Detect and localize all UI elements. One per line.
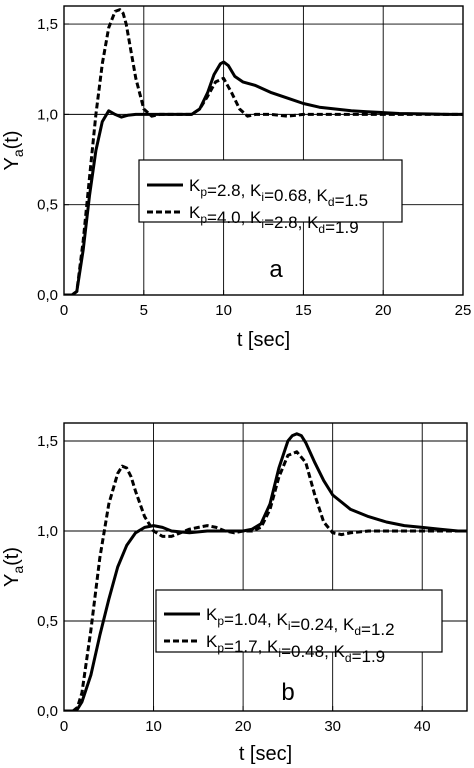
legend: Kp=1.04, Ki=0.24, Kd=1.2Kp=1.7, Ki=0.48,… [155, 589, 443, 666]
x-axis-label: t [sec] [239, 743, 292, 765]
x-tick-label: 30 [324, 718, 341, 735]
legend-box [155, 589, 443, 653]
x-tick-label: 0 [60, 718, 68, 735]
legend-entry-1: Kp=1.04, Ki=0.24, Kd=1.2 [206, 605, 395, 639]
y-axis-label: Ya(t) [1, 130, 26, 170]
x-tick-label: 20 [375, 302, 392, 319]
x-tick-label: 10 [215, 302, 232, 319]
x-tick-label: 15 [295, 302, 312, 319]
y-tick-label: 0,5 [37, 613, 58, 630]
chart-panel-a: 0 5 10 15 20 25 0,0 0,5 1,0 1,5 t [sec] Ya(t) Kp=2.8… [1, 5, 472, 351]
x-axis-label: t [sec] [237, 329, 290, 351]
y-axis-label: Ya(t) [1, 547, 26, 587]
series-line-2 [64, 450, 467, 711]
x-tick-label: 10 [145, 718, 162, 735]
x-tick-label: 0 [60, 302, 68, 319]
series-line-1 [64, 60, 463, 295]
y-tick-label: 1,5 [37, 433, 58, 450]
panel-label: b [281, 679, 294, 706]
y-tick-label: 1,0 [37, 523, 58, 540]
series-line-2 [64, 8, 463, 295]
plot-frame [63, 5, 464, 296]
y-tick-label: 0,0 [37, 287, 58, 304]
y-tick-label: 1,0 [37, 106, 58, 123]
plot-frame [63, 422, 468, 712]
chart-panel-b: 0 10 20 30 40 0,0 0,5 1,0 1,5 t [sec] Ya(t) Kp=1.04… [1, 422, 468, 765]
legend-entry-2: Kp=1.7, Ki=0.48, Kd=1.9 [206, 632, 385, 666]
x-tick-label: 5 [140, 302, 148, 319]
y-tick-label: 1,5 [37, 16, 58, 33]
y-tick-label: 0,5 [37, 197, 58, 214]
legend-entry-1: Kp=2.8, Ki=0.68, Kd=1.5 [189, 176, 368, 210]
legend-entry-2: Kp=4.0, Ki=2.8, Kd=1.9 [189, 203, 359, 237]
x-tick-label: 25 [455, 302, 472, 319]
x-tick-label: 20 [235, 718, 252, 735]
legend: Kp=2.8, Ki=0.68, Kd=1.5Kp=4.0, Ki=2.8, K… [138, 159, 403, 237]
y-tick-label: 0,0 [37, 703, 58, 720]
x-tick-label: 40 [414, 718, 431, 735]
series-line-1 [64, 432, 467, 711]
legend-box [138, 159, 403, 223]
panel-label: a [269, 256, 283, 283]
